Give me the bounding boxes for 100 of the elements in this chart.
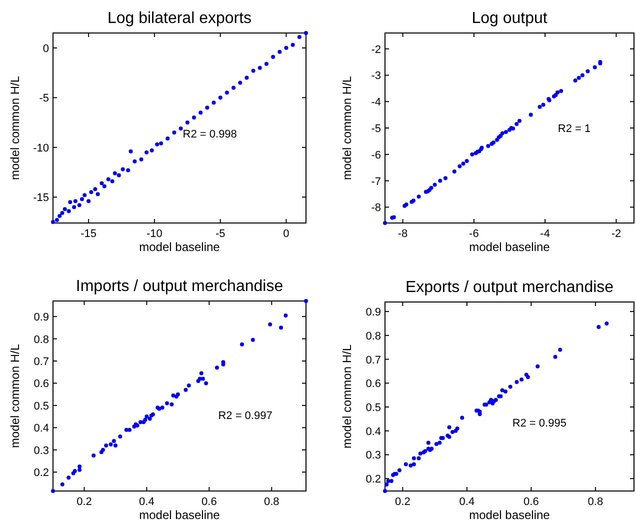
- point: [78, 464, 82, 469]
- x-tick-label: 0.6: [524, 496, 539, 508]
- point: [78, 468, 82, 472]
- point: [155, 142, 160, 146]
- point: [495, 138, 500, 142]
- point: [460, 416, 464, 420]
- point: [54, 218, 59, 222]
- x-tick-label: 0.8: [264, 496, 280, 508]
- point: [514, 380, 519, 384]
- point: [383, 489, 387, 493]
- y-tick-label: 0.4: [34, 422, 49, 435]
- point: [108, 442, 113, 446]
- point: [116, 173, 121, 178]
- point: [112, 439, 116, 443]
- point: [580, 73, 584, 78]
- point: [106, 177, 110, 182]
- point: [60, 482, 64, 486]
- point: [128, 149, 133, 154]
- point: [128, 428, 132, 432]
- y-tick-label: 0.3: [34, 444, 49, 457]
- point: [514, 122, 519, 126]
- point: [389, 478, 394, 483]
- x-tick-label: -2: [611, 228, 622, 240]
- point: [520, 378, 524, 382]
- point: [304, 299, 308, 303]
- point: [224, 90, 229, 95]
- point: [80, 197, 84, 202]
- x-tick-label: -8: [398, 228, 408, 240]
- x-tick-label: 0.4: [459, 496, 475, 508]
- point: [455, 426, 460, 430]
- point: [176, 392, 180, 396]
- y-axis-title: model common H/L: [340, 76, 354, 180]
- point: [110, 179, 114, 184]
- point: [464, 158, 469, 163]
- y-tick-label: 0.9: [366, 306, 381, 319]
- point: [458, 164, 462, 168]
- annotation: R2 = 0.998: [182, 128, 237, 140]
- point: [218, 96, 222, 100]
- point: [429, 186, 434, 190]
- point: [553, 354, 558, 359]
- point: [198, 110, 203, 115]
- y-tick-label: 0.2: [366, 474, 381, 486]
- y-tick-label: -10: [33, 142, 49, 154]
- point: [165, 401, 170, 406]
- y-tick-label: 0: [42, 42, 49, 55]
- point: [66, 209, 71, 214]
- point: [139, 157, 144, 162]
- point: [397, 468, 402, 472]
- point: [517, 118, 522, 123]
- point: [284, 46, 288, 50]
- x-tick-label: 0: [283, 228, 290, 240]
- point: [250, 338, 255, 342]
- y-axis-title: model common H/L: [340, 344, 354, 449]
- point: [383, 221, 387, 225]
- point: [297, 34, 302, 39]
- point: [68, 200, 72, 204]
- point: [212, 100, 216, 105]
- point: [73, 199, 78, 204]
- point: [192, 116, 196, 120]
- point: [408, 463, 413, 468]
- point: [204, 381, 208, 386]
- point: [104, 443, 108, 448]
- point: [100, 448, 105, 452]
- x-tick-label: -5: [215, 228, 226, 240]
- point: [72, 205, 76, 210]
- point: [412, 462, 416, 466]
- y-tick-label: -2: [371, 44, 381, 56]
- point: [205, 106, 210, 110]
- point: [438, 440, 442, 445]
- point: [258, 66, 262, 70]
- y-tick-label: 0.2: [34, 467, 49, 480]
- y-tick-label: -6: [371, 149, 381, 162]
- point: [60, 211, 64, 216]
- point: [304, 31, 308, 35]
- y-axis-title: model common H/L: [8, 76, 22, 180]
- y-tick-label: -8: [371, 202, 381, 214]
- chart-title: Imports / output merchandise: [76, 278, 284, 295]
- point: [118, 434, 122, 439]
- point: [528, 112, 533, 117]
- point: [100, 181, 104, 186]
- point: [559, 89, 564, 94]
- point: [416, 456, 421, 460]
- point: [404, 462, 408, 466]
- chart-title: Exports / output merchandise: [405, 279, 614, 296]
- point: [144, 414, 149, 419]
- y-tick-label: 0.3: [366, 450, 381, 462]
- point: [576, 76, 581, 80]
- point: [172, 130, 176, 134]
- point: [500, 388, 504, 392]
- point: [143, 418, 148, 422]
- point: [148, 416, 152, 421]
- point: [58, 214, 62, 218]
- point: [556, 90, 560, 94]
- point: [86, 199, 91, 204]
- y-tick-label: 0.7: [34, 356, 49, 368]
- y-tick-label: 0.8: [34, 334, 49, 346]
- annotation: R2 = 1: [558, 122, 591, 135]
- point: [264, 62, 268, 66]
- y-tick-label: 0.5: [366, 402, 381, 414]
- point: [412, 456, 416, 460]
